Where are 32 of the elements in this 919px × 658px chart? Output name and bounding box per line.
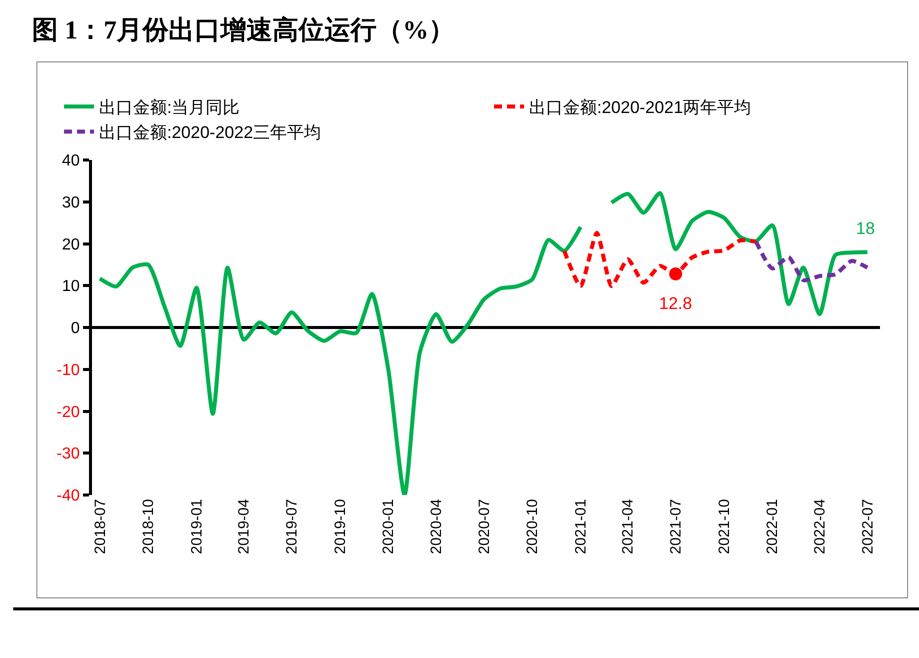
x-tick-label: 2022-01: [764, 499, 782, 554]
x-tick-label: 2021-10: [716, 499, 733, 554]
x-tick-label: 2019-07: [284, 499, 301, 554]
y-tick-label: -20: [56, 404, 80, 421]
annotation: 12.8: [659, 294, 692, 313]
x-tick-label: 2018-07: [92, 499, 109, 554]
y-tick-label: -40: [56, 488, 80, 505]
x-tick-label: 2021-07: [668, 499, 685, 554]
x-tick-label: 2019-10: [332, 499, 349, 554]
x-tick-label: 2021-04: [620, 499, 637, 554]
x-tick-label: 2021-01: [572, 499, 590, 554]
chart-title: 图 1：7月份出口增速高位运行（%）: [32, 16, 455, 45]
legend-label: 出口金额:当月同比: [99, 98, 240, 118]
x-tick-label: 2020-10: [524, 499, 542, 554]
y-tick-label: 40: [62, 152, 80, 170]
y-tick-label: 30: [62, 194, 80, 212]
y-tick-label: -30: [56, 446, 80, 463]
x-tick-label: 2022-07: [859, 499, 876, 554]
y-tick-label: -10: [56, 362, 80, 379]
x-tick-label: 2020-07: [476, 499, 493, 554]
legend-label: 出口金额:2020-2022三年平均: [99, 123, 322, 142]
y-tick-label: 20: [62, 236, 80, 254]
y-tick-label: 0: [70, 320, 80, 338]
x-tick-label: 2020-04: [428, 499, 445, 554]
annotation: 18: [856, 219, 875, 238]
x-tick-label: 2019-04: [236, 499, 253, 554]
y-tick-label: 10: [62, 278, 80, 296]
x-tick-label: 2022-04: [811, 499, 828, 554]
x-tick-label: 2020-01: [380, 499, 398, 554]
legend-label: 出口金额:2020-2021两年平均: [529, 98, 752, 118]
x-tick-label: 2018-10: [140, 499, 158, 554]
x-tick-label: 2019-01: [188, 499, 206, 554]
